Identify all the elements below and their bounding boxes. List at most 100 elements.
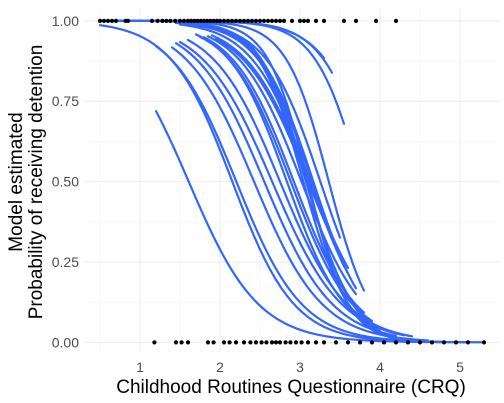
fitted-curve: [178, 23, 350, 275]
observed-point-no-detention: [211, 340, 216, 345]
observed-point-detention: [198, 18, 203, 23]
observed-point-detention: [241, 18, 247, 23]
observed-point-detention: [289, 18, 295, 23]
observed-point-detention: [273, 18, 279, 23]
observed-point-detention: [125, 18, 131, 23]
observed-point-detention: [160, 18, 165, 23]
y-axis-title-line-2: Probability of receiving detention: [26, 45, 47, 320]
fitted-curve: [186, 38, 414, 338]
x-tick-label: 1: [136, 359, 144, 375]
observed-point-no-detention: [205, 340, 211, 345]
observed-point-no-detention: [417, 340, 423, 345]
observed-point-no-detention: [269, 340, 275, 345]
observed-point-detention: [249, 18, 255, 23]
observed-point-detention: [341, 18, 347, 23]
observed-point-detention: [201, 18, 207, 23]
observed-point-detention: [305, 18, 311, 23]
observed-point-no-detention: [381, 340, 387, 345]
fitted-curve: [174, 42, 398, 337]
observed-point-no-detention: [481, 340, 487, 345]
observed-point-no-detention: [283, 340, 288, 345]
y-axis-title-line-1: Model estimated: [6, 112, 27, 251]
observed-point-detention: [217, 18, 223, 23]
y-tick-label: 0.00: [52, 334, 79, 350]
observed-point-no-detention: [173, 340, 179, 345]
observed-point-detention: [281, 18, 287, 23]
observed-point-detention: [229, 18, 235, 23]
observed-point-no-detention: [465, 340, 471, 345]
observed-point-detention: [321, 18, 327, 23]
observed-point-no-detention: [345, 340, 351, 345]
observed-point-no-detention: [264, 340, 269, 345]
observed-point-no-detention: [273, 340, 279, 345]
observed-point-detention: [313, 18, 319, 23]
y-tick-label: 0.25: [52, 254, 79, 270]
observed-point-no-detention: [248, 340, 253, 345]
observed-point-detention: [189, 18, 194, 23]
observed-point-no-detention: [369, 340, 375, 345]
observed-point-no-detention: [221, 340, 227, 345]
x-tick-label: 2: [216, 359, 224, 375]
y-tick-label: 0.50: [52, 174, 79, 190]
observed-point-detention: [269, 18, 275, 23]
observed-point-no-detention: [253, 340, 259, 345]
y-tick-label: 0.75: [52, 93, 79, 109]
observed-point-detention: [164, 18, 169, 23]
observed-point-no-detention: [429, 340, 435, 345]
observed-point-detention: [214, 18, 219, 23]
observed-point-detention: [113, 18, 119, 23]
observed-point-detention: [181, 18, 187, 23]
x-tick-label: 5: [456, 359, 464, 375]
x-tick-label: 3: [296, 359, 304, 375]
observed-point-detention: [301, 18, 307, 23]
observed-point-detention: [261, 18, 267, 23]
observed-point-detention: [225, 18, 231, 23]
observed-point-no-detention: [185, 340, 191, 345]
observed-point-no-detention: [405, 340, 411, 345]
observed-point-no-detention: [152, 340, 157, 345]
observed-point-detention: [237, 18, 243, 23]
observed-point-detention: [211, 18, 216, 23]
observed-point-no-detention: [441, 340, 447, 345]
observed-point-no-detention: [333, 340, 339, 345]
observed-point-detention: [192, 18, 197, 23]
observed-point-no-detention: [313, 340, 319, 345]
observed-point-no-detention: [288, 340, 293, 345]
observed-point-detention: [277, 18, 283, 23]
observed-point-no-detention: [293, 340, 299, 345]
observed-point-detention: [253, 18, 259, 23]
observed-point-detention: [353, 18, 359, 23]
observed-point-no-detention: [357, 340, 363, 345]
observed-point-detention: [373, 18, 379, 23]
observed-point-detention: [173, 18, 178, 23]
observed-point-no-detention: [233, 340, 239, 345]
observed-point-detention: [233, 18, 239, 23]
y-axis-title: Model estimated Probability of receiving…: [6, 45, 47, 320]
observed-point-detention: [195, 18, 200, 23]
observed-point-no-detention: [259, 340, 264, 345]
observed-point-detention: [265, 18, 271, 23]
observed-point-detention: [245, 18, 251, 23]
x-axis-title: Childhood Routines Questionnaire (CRQ): [116, 377, 466, 398]
observed-point-detention: [393, 18, 399, 23]
observed-point-no-detention: [299, 340, 304, 345]
observed-points: [97, 18, 487, 345]
observed-point-no-detention: [277, 340, 283, 345]
observed-point-detention: [177, 18, 183, 23]
observed-point-detention: [105, 18, 111, 23]
observed-point-no-detention: [453, 340, 459, 345]
observed-point-detention: [109, 18, 115, 23]
observed-point-no-detention: [227, 340, 232, 345]
tick-labels: 1 2 3 4 5 0.00 0.25 0.50 0.75 1.00: [52, 13, 464, 375]
observed-point-no-detention: [305, 340, 311, 345]
observed-point-detention: [208, 18, 213, 23]
observed-point-detention: [97, 18, 103, 23]
observed-point-no-detention: [241, 340, 247, 345]
observed-point-no-detention: [179, 340, 184, 345]
fitted-curve: [154, 45, 446, 343]
observed-point-detention: [101, 18, 107, 23]
observed-point-detention: [221, 18, 227, 23]
observed-point-detention: [205, 18, 210, 23]
fitted-curve: [206, 35, 358, 296]
